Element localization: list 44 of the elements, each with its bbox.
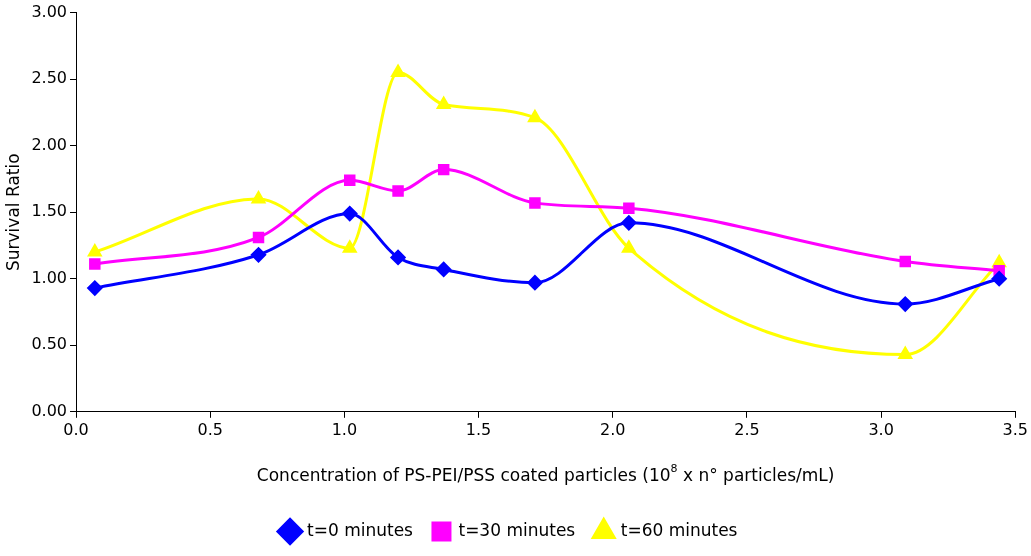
point <box>621 215 637 231</box>
x-tick-label: 1.5 <box>465 419 492 439</box>
y-tick-label: 1.00 <box>31 267 68 287</box>
y-tick-label: 1.50 <box>31 201 68 221</box>
point <box>88 244 102 257</box>
x-tick-label: 1.0 <box>331 419 358 439</box>
y-tick-label: 2.50 <box>31 68 68 88</box>
y-axis-title: Survival Ratio <box>2 153 23 271</box>
point <box>342 206 358 222</box>
point <box>344 174 356 187</box>
point <box>251 191 266 204</box>
point <box>391 64 405 77</box>
point <box>390 249 406 265</box>
legend-label: t=60 minutes <box>620 519 738 540</box>
x-tick-label: 0.5 <box>197 419 223 439</box>
y-tick-label: 2.00 <box>31 134 68 154</box>
y-tick-label: 3.00 <box>31 1 68 21</box>
point <box>528 110 542 123</box>
point <box>898 347 912 360</box>
point <box>87 280 103 296</box>
point <box>343 240 357 253</box>
point <box>251 247 267 263</box>
x-tick-label: 3.5 <box>1002 419 1028 439</box>
point <box>437 163 450 176</box>
x-tick-label: 3.0 <box>868 419 894 439</box>
point <box>392 185 404 197</box>
x-tick-label: 2.5 <box>734 419 760 439</box>
point <box>436 261 452 277</box>
point <box>623 202 635 214</box>
point <box>622 240 636 253</box>
x-tick-label: 0.0 <box>63 419 89 439</box>
point <box>527 275 543 291</box>
point <box>899 255 911 268</box>
point <box>252 231 265 244</box>
legend-label: t=30 minutes <box>458 519 576 540</box>
point <box>897 296 913 312</box>
legend-label: t=0 minutes <box>307 519 414 540</box>
point <box>991 271 1007 287</box>
point <box>529 197 541 209</box>
x-tick-label: 2.0 <box>600 419 626 439</box>
y-tick-label: 0.50 <box>31 334 68 354</box>
point <box>89 258 101 270</box>
point <box>436 96 451 109</box>
y-tick-label: 0.00 <box>31 400 68 420</box>
